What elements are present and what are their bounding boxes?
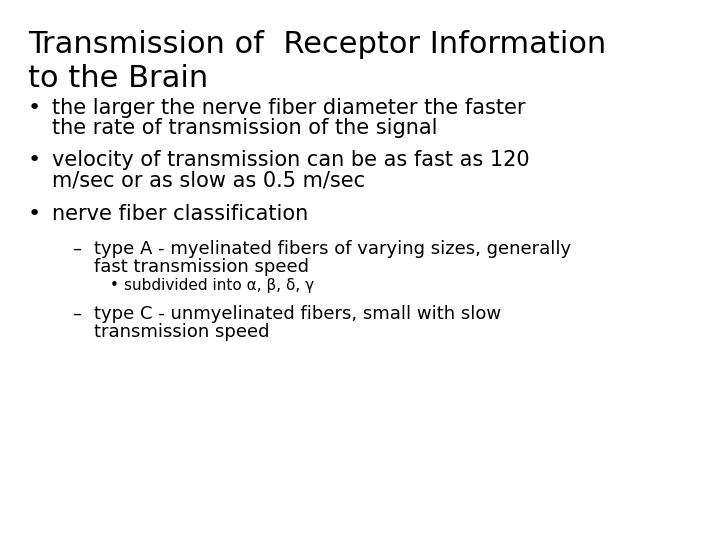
Text: –: – [72,305,81,323]
Text: •: • [28,98,41,118]
Text: type A - myelinated fibers of varying sizes, generally: type A - myelinated fibers of varying si… [94,240,571,258]
Text: m/sec or as slow as 0.5 m/sec: m/sec or as slow as 0.5 m/sec [52,170,365,190]
Text: velocity of transmission can be as fast as 120: velocity of transmission can be as fast … [52,150,530,170]
Text: subdivided into α, β, δ, γ: subdivided into α, β, δ, γ [124,278,314,293]
Text: type C - unmyelinated fibers, small with slow: type C - unmyelinated fibers, small with… [94,305,501,323]
Text: nerve fiber classification: nerve fiber classification [52,204,308,224]
Text: •: • [28,204,41,224]
Text: fast transmission speed: fast transmission speed [94,258,309,276]
Text: Transmission of  Receptor Information: Transmission of Receptor Information [28,30,606,59]
Text: transmission speed: transmission speed [94,323,269,341]
Text: to the Brain: to the Brain [28,64,208,93]
Text: •: • [110,278,119,293]
Text: the larger the nerve fiber diameter the faster: the larger the nerve fiber diameter the … [52,98,526,118]
Text: –: – [72,240,81,258]
Text: the rate of transmission of the signal: the rate of transmission of the signal [52,118,438,138]
Text: •: • [28,150,41,170]
